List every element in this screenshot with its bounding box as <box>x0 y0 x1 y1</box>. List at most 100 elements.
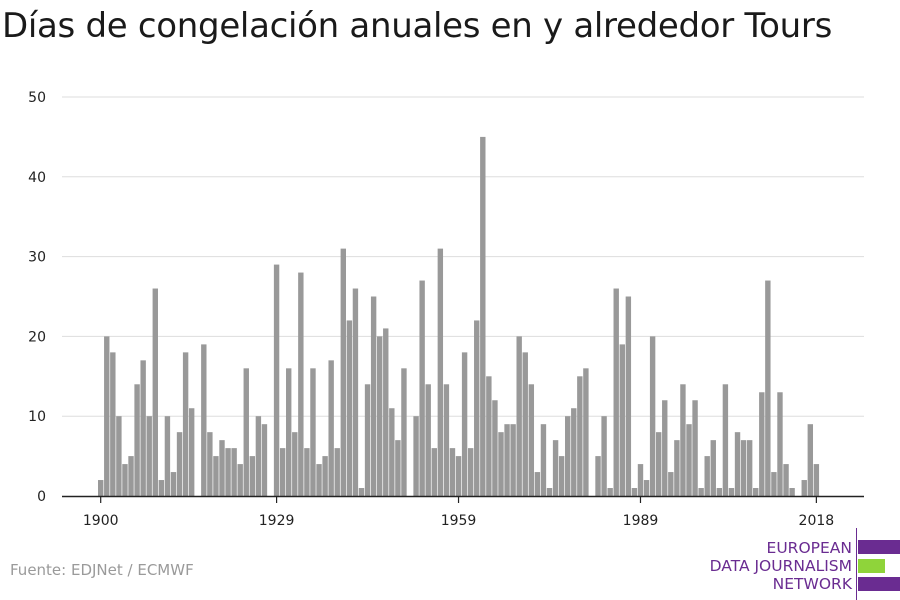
bar <box>807 424 814 496</box>
bar <box>613 288 619 496</box>
bar <box>146 416 152 496</box>
bar <box>383 328 389 496</box>
bar <box>219 440 225 496</box>
bar <box>534 472 541 496</box>
y-tick-label: 10 <box>28 409 46 425</box>
bar <box>231 448 237 496</box>
y-axis-ticks: 0 10 20 30 40 50 <box>28 90 46 505</box>
bar <box>492 400 498 496</box>
bar <box>164 416 171 496</box>
bar <box>765 280 771 496</box>
bar <box>376 336 383 496</box>
bar <box>510 424 516 496</box>
bar <box>728 488 735 496</box>
bar <box>110 352 116 496</box>
bar <box>207 432 213 496</box>
bar <box>431 448 437 496</box>
bar <box>637 464 644 496</box>
bar <box>346 320 353 496</box>
bar <box>182 352 189 496</box>
bar <box>546 488 553 496</box>
bar <box>425 384 431 496</box>
bar <box>783 464 789 496</box>
bar <box>273 264 280 496</box>
edjnet-logo: EUROPEAN DATA JOURNALISM NETWORK <box>700 528 900 600</box>
bar <box>619 344 625 496</box>
bar <box>655 432 662 496</box>
bar <box>461 352 468 496</box>
bar <box>516 336 522 496</box>
bar <box>255 416 262 496</box>
bar <box>668 472 674 496</box>
bar <box>328 360 334 496</box>
x-tick-label: 1959 <box>441 513 477 529</box>
bar <box>455 456 462 496</box>
bar <box>358 488 365 496</box>
bar <box>364 384 371 496</box>
bar <box>176 432 183 496</box>
bar <box>662 400 668 496</box>
y-tick-label: 40 <box>28 170 46 186</box>
bar <box>528 384 535 496</box>
x-tick-label: 2018 <box>799 513 835 529</box>
bar <box>261 424 268 496</box>
bar <box>571 408 577 496</box>
bar <box>413 416 419 496</box>
logo-bar-green <box>858 559 885 573</box>
bar <box>698 488 704 496</box>
x-tick-label: 1900 <box>83 513 119 529</box>
y-tick-label: 20 <box>28 329 46 345</box>
bar <box>128 456 134 496</box>
bar <box>558 456 565 496</box>
logo-bar-purple-top <box>858 540 900 554</box>
bar <box>334 448 340 496</box>
bar <box>486 376 492 496</box>
bar <box>734 432 741 496</box>
bars <box>98 136 820 496</box>
bar <box>813 464 820 496</box>
bar <box>759 392 765 496</box>
bar <box>771 472 777 496</box>
chart-title: Días de congelación anuales en y alreded… <box>2 6 833 46</box>
bar <box>686 424 692 496</box>
bar <box>777 392 783 496</box>
bar <box>322 456 328 496</box>
bar <box>279 448 286 496</box>
bar <box>577 376 583 496</box>
bar <box>704 456 710 496</box>
x-axis: 1900 1929 1959 1989 2018 <box>62 495 864 529</box>
bar <box>595 456 601 496</box>
bar <box>716 488 723 496</box>
bar <box>298 272 304 496</box>
bar <box>643 480 650 496</box>
bar <box>498 432 504 496</box>
bar <box>419 280 425 496</box>
bar <box>680 384 686 496</box>
y-tick-label: 50 <box>28 90 46 106</box>
bar <box>437 248 444 496</box>
bar <box>389 408 395 496</box>
bar <box>304 448 310 496</box>
bar <box>98 480 104 496</box>
bar <box>601 416 607 496</box>
logo-text-line-3: NETWORK <box>772 575 852 593</box>
bar <box>474 320 480 496</box>
bar <box>116 416 122 496</box>
bar <box>565 416 571 496</box>
bar <box>789 488 795 496</box>
bar <box>631 488 638 496</box>
bar <box>480 136 486 496</box>
bar <box>401 368 407 496</box>
bar <box>352 288 359 496</box>
bar <box>522 352 528 496</box>
bar <box>237 464 243 496</box>
bar <box>625 296 632 496</box>
bar <box>449 448 456 496</box>
bar <box>540 424 547 496</box>
bar <box>443 384 450 496</box>
logo-text-line-2: DATA JOURNALISM <box>709 557 852 575</box>
x-tick-label: 1929 <box>259 513 295 529</box>
bar <box>316 464 322 496</box>
bar <box>370 296 377 496</box>
